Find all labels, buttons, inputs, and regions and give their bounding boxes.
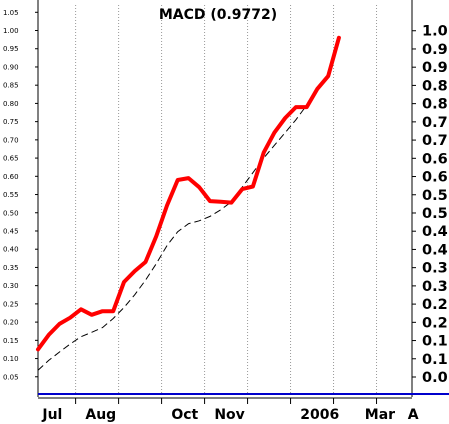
x-tick-label-2: Oct [171, 407, 198, 423]
left-tick-label-3: 0.20 [3, 319, 19, 327]
left-tick-label-16: 0.85 [3, 82, 19, 90]
grid-layer [75, 5, 378, 395]
left-tick-label-5: 0.30 [3, 282, 19, 290]
right-tick-label-15: 0.8 [422, 97, 448, 113]
left-tick-label-4: 0.25 [3, 300, 19, 308]
x-tick-label-1: Aug [85, 407, 116, 423]
left-tick-label-9: 0.50 [3, 209, 19, 217]
right-tick-label-2: 0.1 [422, 334, 448, 350]
right-tick-label-6: 0.3 [422, 261, 448, 277]
left-tick-label-11: 0.60 [3, 173, 19, 181]
left-tick-label-17: 0.90 [3, 63, 19, 71]
right-tick-label-1: 0.1 [422, 352, 448, 368]
right-tick-label-12: 0.6 [422, 151, 448, 167]
left-tick-label-0: 0.05 [3, 373, 19, 381]
right-tick-label-19: 1.0 [422, 24, 448, 40]
left-tick-label-8: 0.45 [3, 227, 19, 235]
right-tick-label-10: 0.5 [422, 188, 448, 204]
right-tick-label-8: 0.4 [422, 224, 448, 240]
left-tick-label-2: 0.15 [3, 337, 19, 345]
axis-layer: 0.050.100.150.200.250.300.350.400.450.50… [3, 0, 449, 423]
x-tick-label-4: 2006 [300, 407, 339, 423]
left-tick-label-7: 0.40 [3, 246, 19, 254]
right-tick-label-18: 0.9 [422, 42, 448, 58]
right-tick-label-13: 0.7 [422, 133, 448, 149]
chart-title: MACD (0.9772) [159, 7, 277, 23]
left-tick-label-19: 1.00 [3, 27, 19, 35]
x-tick-label-5: Mar [365, 407, 395, 423]
left-tick-label-1: 0.10 [3, 355, 19, 363]
right-tick-label-3: 0.2 [422, 315, 448, 331]
right-tick-label-11: 0.6 [422, 170, 448, 186]
right-tick-label-9: 0.5 [422, 206, 448, 222]
right-tick-label-7: 0.4 [422, 242, 448, 258]
x-tick-label-6: A [408, 407, 419, 423]
right-tick-label-5: 0.3 [422, 279, 448, 295]
x-tick-label-0: Jul [41, 407, 62, 423]
right-tick-label-14: 0.7 [422, 115, 448, 131]
left-tick-label-20: 1.05 [3, 9, 19, 17]
right-tick-label-4: 0.2 [422, 297, 448, 313]
right-tick-label-17: 0.9 [422, 60, 448, 76]
left-tick-label-15: 0.80 [3, 100, 19, 108]
x-tick-label-3: Nov [214, 407, 244, 423]
macd-line [36, 35, 341, 352]
left-tick-label-12: 0.65 [3, 155, 19, 163]
right-tick-label-0: 0.0 [422, 370, 448, 386]
left-tick-label-10: 0.55 [3, 191, 19, 199]
left-tick-label-18: 0.95 [3, 45, 19, 53]
left-tick-label-14: 0.75 [3, 118, 19, 126]
right-tick-label-16: 0.8 [422, 78, 448, 94]
series-layer [36, 35, 341, 371]
left-tick-label-6: 0.35 [3, 264, 19, 272]
left-tick-label-13: 0.70 [3, 136, 19, 144]
